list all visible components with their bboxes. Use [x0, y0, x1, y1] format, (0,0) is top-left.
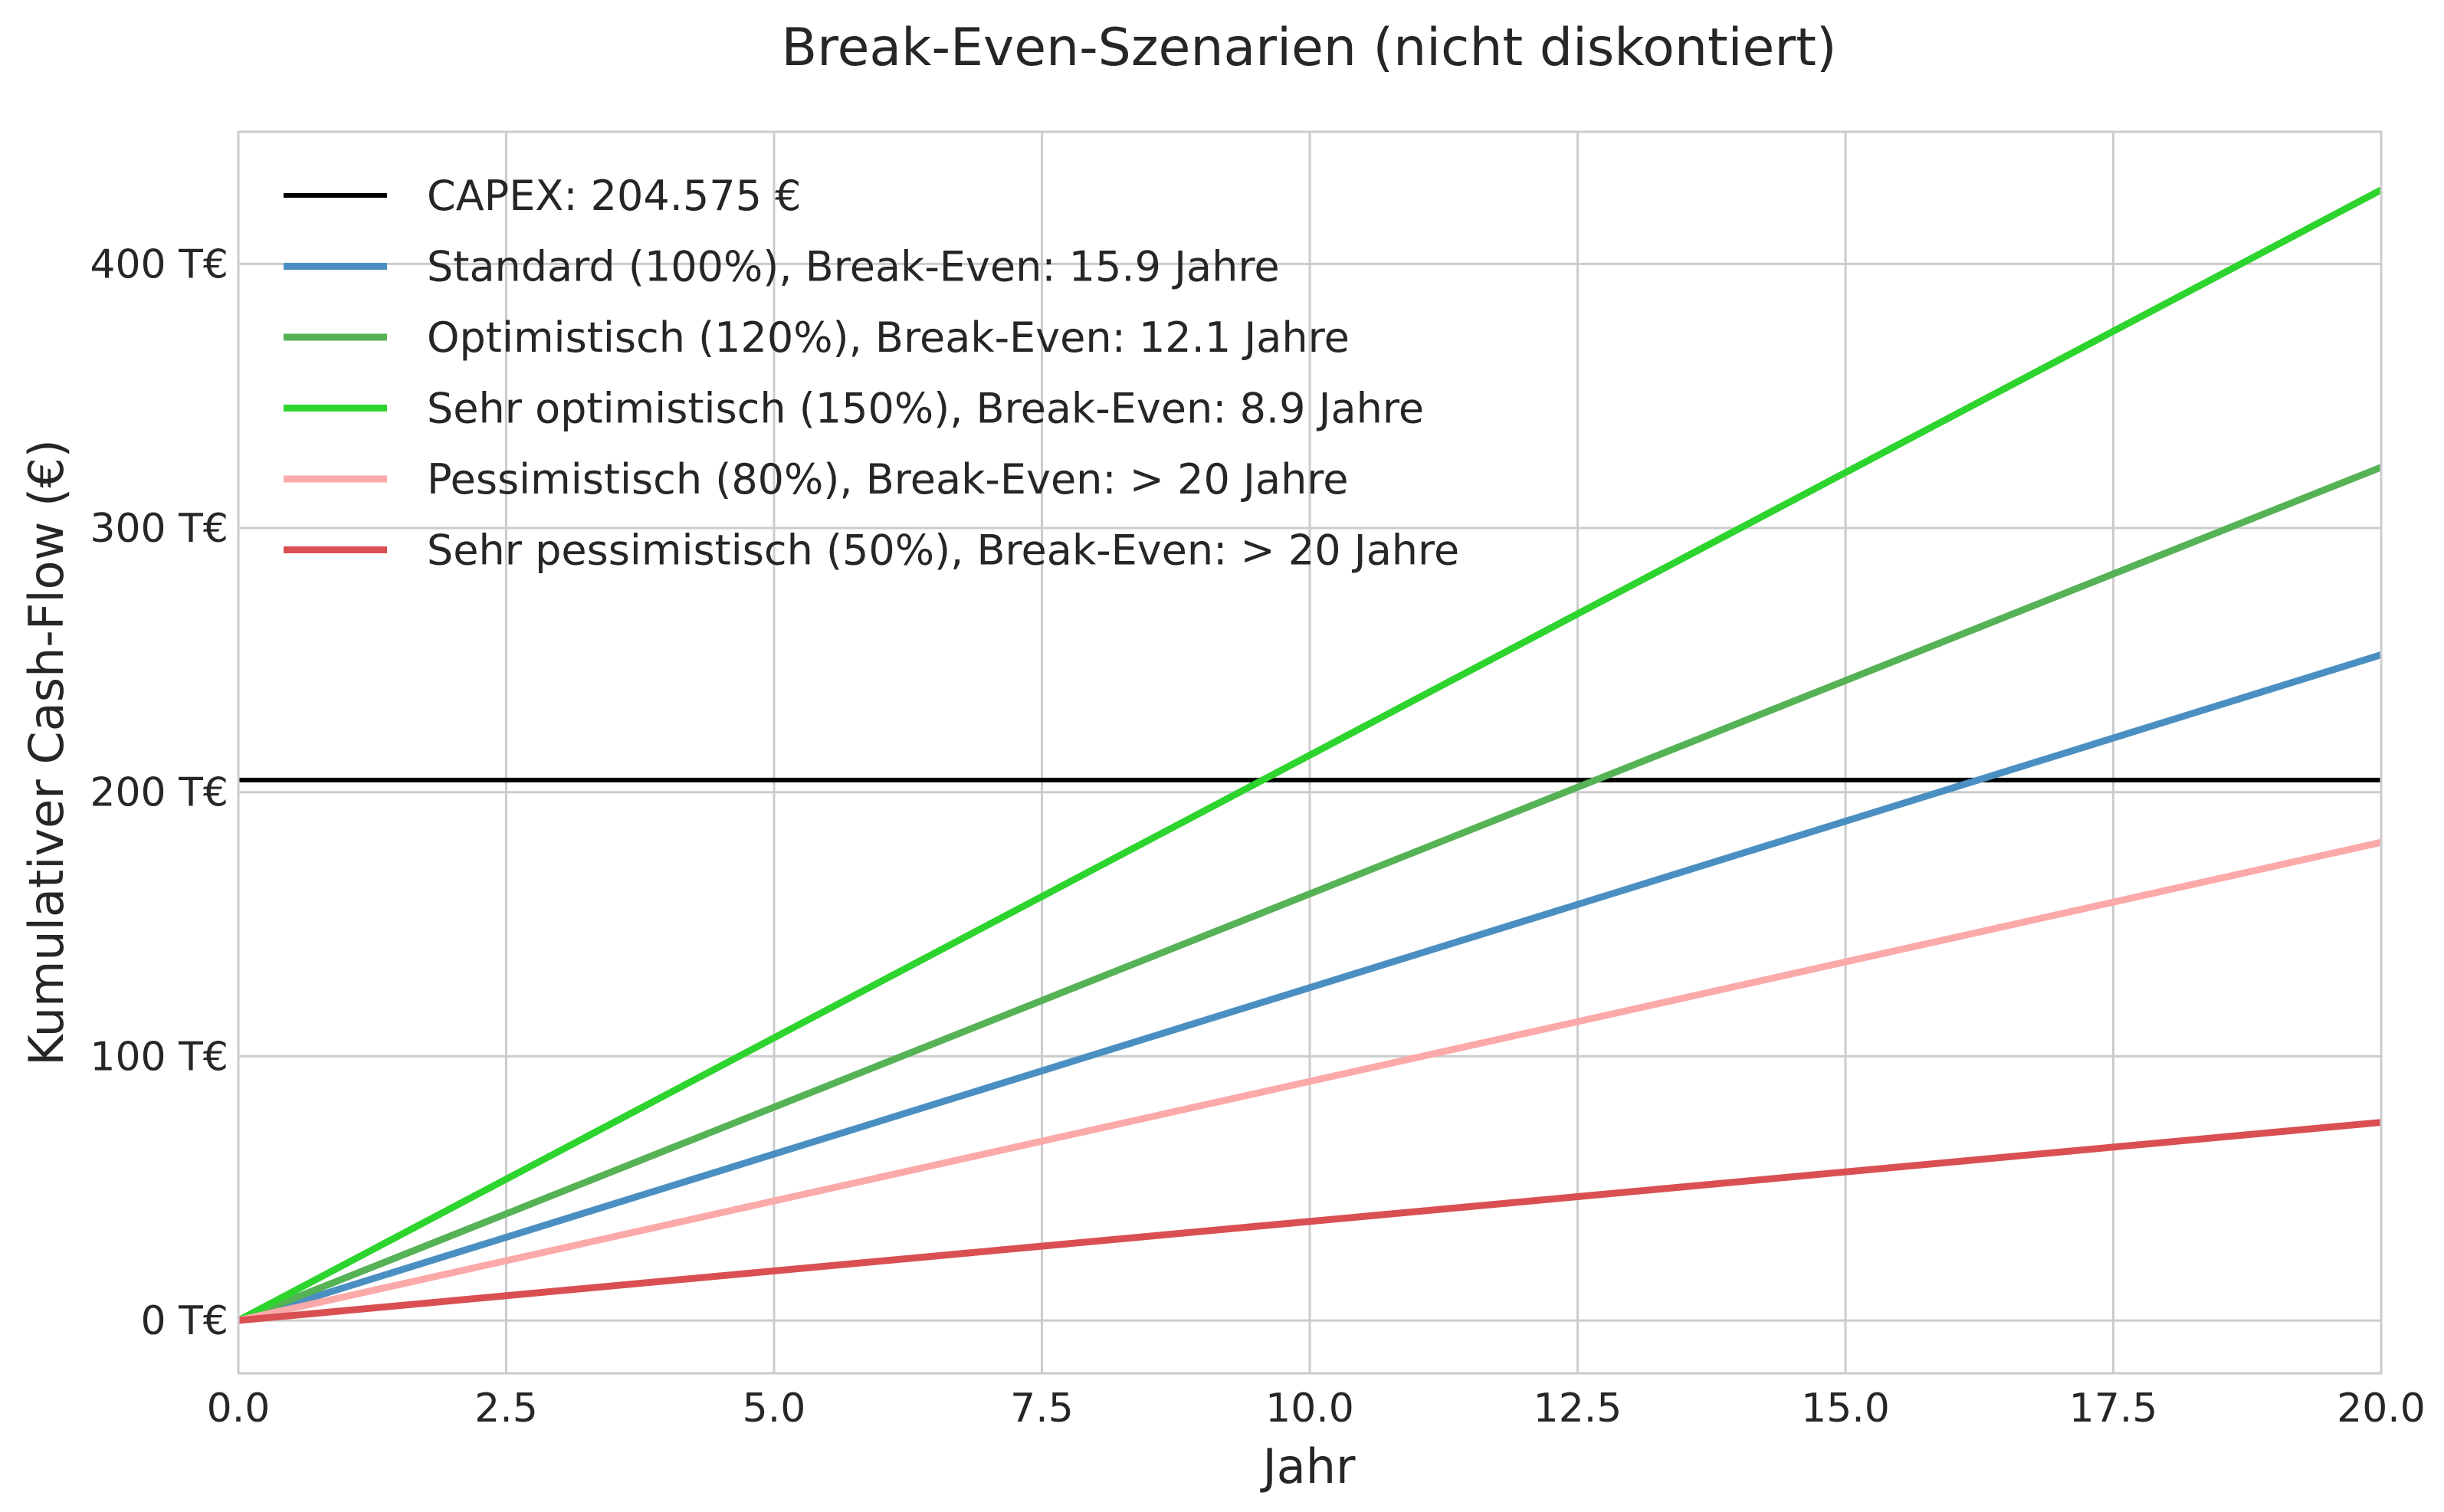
- chart-title: Break-Even-Szenarien (nicht diskontiert): [781, 18, 1836, 78]
- legend-label-3: Sehr optimistisch (150%), Break-Even: 8.…: [427, 385, 1424, 433]
- x-tick-label: 17.5: [2069, 1386, 2158, 1432]
- y-tick-label: 0 T€: [141, 1298, 228, 1344]
- grid-lines: [237, 132, 2383, 1373]
- legend-label-0: CAPEX: 204.575 €: [427, 172, 802, 220]
- y-tick-label: 200 T€: [90, 770, 228, 816]
- series-line-3: [236, 186, 2383, 1324]
- x-tick-label: 10.0: [1265, 1386, 1354, 1432]
- x-tick-labels: 0.0 2.5 5.0 7.5 10.0 12.5 15.0 17.5 20.0: [207, 1386, 2426, 1432]
- y-tick-label: 400 T€: [90, 241, 228, 287]
- series-line-5: [238, 1119, 2382, 1324]
- legend-label-2: Optimistisch (120%), Break-Even: 12.1 Ja…: [427, 313, 1350, 362]
- legend-label-1: Standard (100%), Break-Even: 15.9 Jahre: [427, 243, 1280, 291]
- x-tick-label: 5.0: [743, 1386, 806, 1432]
- x-axis-label: Jahr: [1259, 1438, 1356, 1494]
- legend-label-5: Sehr pessimistisch (50%), Break-Even: > …: [427, 526, 1459, 575]
- x-tick-label: 12.5: [1534, 1386, 1622, 1432]
- x-tick-label: 20.0: [2337, 1386, 2426, 1432]
- y-tick-label: 100 T€: [90, 1034, 228, 1080]
- legend-label-4: Pessimistisch (80%), Break-Even: > 20 Ja…: [427, 455, 1349, 503]
- series-line-4: [238, 838, 2382, 1324]
- y-axis-label: Kumulativer Cash-Flow (€): [18, 439, 74, 1066]
- x-tick-label: 15.0: [1801, 1386, 1890, 1432]
- x-tick-label: 0.0: [207, 1386, 271, 1432]
- y-tick-label: 300 T€: [90, 506, 228, 552]
- plot-frame: [237, 130, 2383, 1375]
- x-tick-label: 7.5: [1010, 1386, 1074, 1432]
- series-line-1: [237, 651, 2383, 1324]
- series-line-2: [237, 464, 2383, 1324]
- legend: CAPEX: 204.575 € Standard (100%), Break-E…: [284, 172, 1459, 575]
- x-tick-label: 2.5: [474, 1386, 538, 1432]
- y-tick-labels: 0 T€ 100 T€ 200 T€ 300 T€ 400 T€: [90, 241, 228, 1344]
- series-lines: [236, 186, 2383, 1324]
